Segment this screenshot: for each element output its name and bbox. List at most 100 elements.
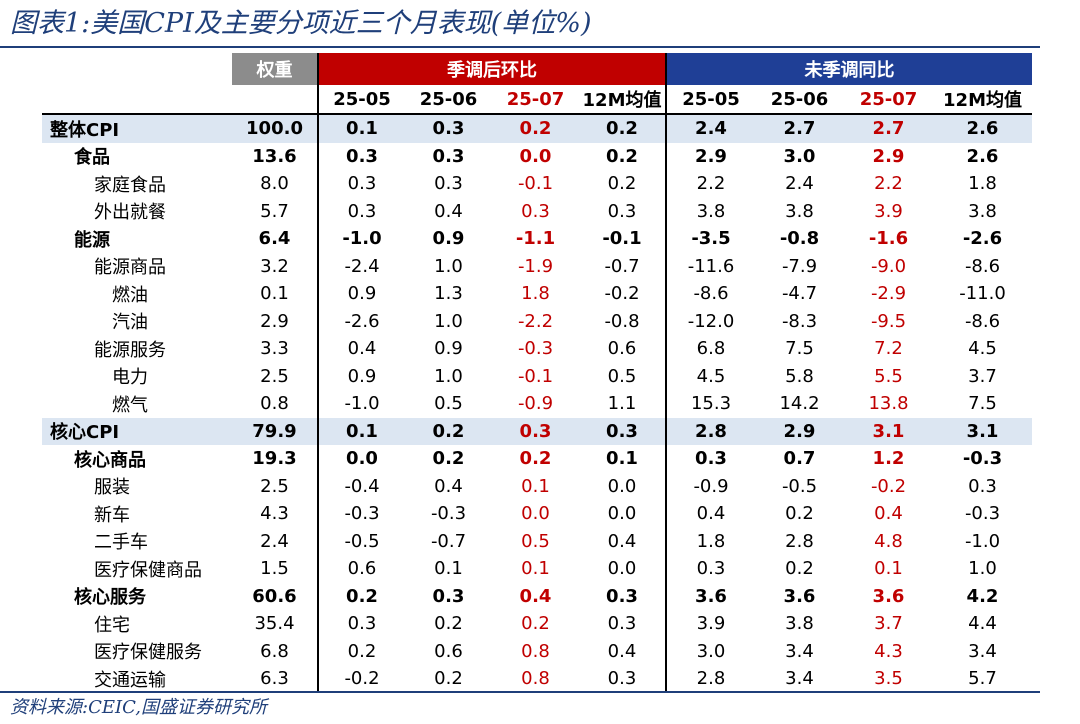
value-cell: 0.4 — [317, 335, 405, 363]
row-label: 食品 — [74, 147, 110, 169]
value-cell: -0.1 — [517, 365, 554, 387]
row-label: 能源服务 — [94, 339, 166, 361]
value-cell: -0.4 — [317, 472, 405, 500]
value-cell: 3.4 — [968, 640, 997, 662]
value-cell: -4.7 — [781, 283, 818, 305]
value-cell: -2.9 — [870, 283, 907, 305]
value-cell: -1.1 — [515, 228, 556, 250]
value-cell: 0.3 — [606, 585, 638, 607]
table-row: 燃气 0.8 -1.0 0.5 -0.9 1.1 15.3 14.2 13.8 7.5 — [42, 390, 1032, 418]
value-cell: 3.4 — [785, 640, 814, 662]
weight-cell: 60.6 — [252, 585, 297, 607]
value-cell: 0.6 — [607, 338, 637, 360]
value-cell: 0.1 — [317, 114, 405, 143]
value-cell: 2.7 — [844, 114, 933, 143]
value-cell: 2.7 — [755, 114, 844, 143]
value-cell: 0.4 — [519, 585, 552, 607]
value-cell: -3.5 — [665, 225, 755, 253]
table-row: 服装 2.5 -0.4 0.4 0.1 0.0 -0.9 -0.5 -0.2 0.3 — [42, 472, 1032, 500]
value-cell: 2.6 — [966, 145, 999, 167]
value-cell: 3.6 — [872, 585, 905, 607]
value-cell: -0.3 — [964, 503, 1001, 525]
value-cell: 0.2 — [405, 417, 492, 445]
value-cell: -0.8 — [604, 310, 640, 332]
table-row: 核心CPI 79.9 0.1 0.2 0.3 0.3 2.8 2.9 3.1 3.1 — [42, 417, 1032, 445]
value-cell: -1.6 — [868, 228, 909, 250]
value-cell: 3.9 — [874, 200, 903, 222]
row-label: 核心CPI — [42, 417, 232, 445]
value-cell: 7.2 — [874, 338, 903, 360]
value-cell: 0.0 — [317, 445, 405, 473]
value-cell: 0.2 — [492, 114, 579, 143]
value-cell: 0.3 — [968, 475, 997, 497]
value-cell: 0.9 — [317, 280, 405, 308]
value-cell: 0.8 — [521, 668, 550, 690]
value-cell: 2.8 — [665, 665, 755, 693]
value-cell: 0.3 — [665, 555, 755, 583]
value-cell: -9.5 — [870, 310, 907, 332]
value-cell: -0.7 — [430, 530, 467, 552]
value-cell: 2.2 — [874, 173, 903, 195]
corner-cell — [42, 53, 232, 85]
value-cell: -8.3 — [781, 310, 818, 332]
value-cell: 0.1 — [521, 475, 550, 497]
group-header-row: 权重 季调后环比 未季调同比 — [42, 53, 1032, 85]
weight-cell: 13.6 — [252, 145, 297, 167]
value-cell: 2.4 — [785, 173, 814, 195]
value-cell: 3.4 — [785, 668, 814, 690]
weight-cell: 3.3 — [260, 338, 289, 360]
value-cell: 4.4 — [968, 613, 997, 635]
value-cell: 13.8 — [868, 393, 909, 415]
value-cell: 0.2 — [519, 448, 552, 470]
row-label: 住宅 — [94, 614, 130, 636]
value-cell: 1.1 — [607, 393, 637, 415]
value-cell: 1.0 — [434, 310, 463, 332]
value-cell: 1.2 — [872, 448, 905, 470]
value-cell: 4.5 — [968, 338, 997, 360]
value-cell: 1.0 — [968, 558, 997, 580]
value-cell: -0.8 — [779, 228, 820, 250]
value-cell: -7.9 — [781, 255, 818, 277]
value-cell: -8.6 — [964, 310, 1001, 332]
value-cell: 3.5 — [874, 668, 903, 690]
value-cell: 0.6 — [434, 640, 463, 662]
row-label: 交通运输 — [94, 669, 166, 691]
value-cell: 3.9 — [665, 610, 755, 638]
value-cell: 4.5 — [665, 362, 755, 390]
value-cell: 0.4 — [607, 530, 637, 552]
weight-cell: 79.9 — [232, 417, 318, 445]
value-cell: 7.5 — [785, 338, 814, 360]
row-label: 外出就餐 — [94, 202, 166, 224]
value-cell: 0.5 — [521, 530, 550, 552]
row-label: 燃气 — [112, 394, 148, 416]
value-cell: 2.4 — [665, 114, 755, 143]
value-cell: 0.1 — [434, 558, 463, 580]
value-cell: 1.0 — [434, 255, 463, 277]
value-cell: 3.6 — [783, 585, 816, 607]
value-cell: 0.3 — [317, 170, 405, 198]
value-cell: 0.2 — [785, 503, 814, 525]
value-cell: 0.2 — [317, 582, 405, 610]
row-label: 能源 — [74, 229, 110, 251]
table-row: 医疗保健商品 1.5 0.6 0.1 0.1 0.0 0.3 0.2 0.1 1.0 — [42, 555, 1032, 583]
weight-cell: 6.8 — [260, 640, 289, 662]
row-label: 服装 — [94, 477, 130, 499]
value-cell: -2.6 — [962, 228, 1003, 250]
value-cell: 3.8 — [785, 613, 814, 635]
table-row: 能源 6.4 -1.0 0.9 -1.1 -0.1 -3.5 -0.8 -1.6 -2.6 — [42, 225, 1032, 253]
weight-cell: 100.0 — [232, 114, 318, 143]
value-cell: 0.3 — [405, 114, 492, 143]
value-cell: 6.8 — [665, 335, 755, 363]
value-cell: 0.1 — [606, 448, 638, 470]
value-cell: 0.2 — [607, 173, 637, 195]
weight-cell: 6.3 — [260, 668, 289, 690]
table-row: 能源服务 3.3 0.4 0.9 -0.3 0.6 6.8 7.5 7.2 4.5 — [42, 335, 1032, 363]
value-cell: 3.0 — [665, 637, 755, 665]
value-cell: 0.9 — [317, 362, 405, 390]
weight-cell: 19.3 — [252, 448, 297, 470]
value-cell: 0.9 — [432, 228, 465, 250]
value-cell: 5.7 — [968, 668, 997, 690]
value-cell: -0.2 — [604, 283, 640, 305]
value-cell: 2.6 — [933, 114, 1032, 143]
value-cell: 0.5 — [434, 393, 463, 415]
